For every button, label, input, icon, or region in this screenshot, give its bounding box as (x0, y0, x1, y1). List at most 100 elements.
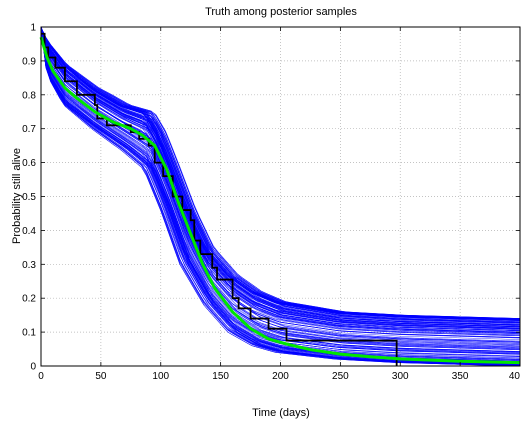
posterior-sample-line (40, 26, 521, 330)
x-tick-label: 100 (152, 371, 169, 382)
posterior-sample-line (40, 26, 520, 327)
posterior-sample-line (40, 26, 521, 366)
x-tick-label: 40 (509, 371, 521, 382)
true-curve-line (39, 36, 521, 365)
posterior-sample-line (40, 26, 521, 367)
x-tick-label: 350 (452, 371, 469, 382)
x-tick-label: 200 (272, 371, 289, 382)
posterior-sample-line (40, 26, 521, 325)
posterior-sample-line (40, 26, 521, 345)
posterior-sample-line (40, 26, 521, 343)
posterior-sample-line (40, 26, 521, 320)
y-tick-label: 0.6 (22, 158, 36, 169)
posterior-sample-line (40, 26, 521, 319)
posterior-sample-line (40, 26, 521, 346)
y-tick-label: 0.9 (22, 56, 36, 67)
posterior-sample-line (40, 26, 520, 320)
y-tick-label: 0.7 (22, 124, 36, 135)
y-axis-ticks: 0 0.1 0.2 0.3 0.4 0.5 0.6 0.7 0.8 0.9 1 (22, 23, 520, 373)
posterior-sample-line (40, 26, 521, 327)
posterior-sample-line (40, 26, 521, 326)
posterior-sample-line (40, 26, 521, 320)
posterior-sample-line (40, 26, 521, 320)
posterior-sample-line (40, 26, 521, 337)
posterior-sample-line (40, 26, 520, 325)
posterior-sample-line (40, 26, 521, 320)
y-tick-label: 0.8 (22, 90, 36, 101)
posterior-sample-line (40, 26, 521, 345)
posterior-sample-line (40, 26, 520, 338)
posterior-sample-line (40, 26, 521, 326)
posterior-sample-line (40, 26, 521, 327)
posterior-sample-line (40, 26, 521, 353)
posterior-sample-line (40, 26, 521, 326)
posterior-sample-line (40, 26, 521, 320)
posterior-samples (40, 26, 521, 367)
posterior-sample-line (40, 26, 521, 324)
posterior-sample-line (40, 26, 521, 350)
posterior-sample-line (40, 26, 520, 320)
posterior-sample-line (40, 26, 521, 348)
posterior-sample-line (40, 26, 521, 361)
posterior-sample-line (40, 26, 521, 336)
posterior-sample-line (40, 26, 521, 320)
posterior-sample-line (40, 26, 521, 326)
posterior-sample-line (40, 26, 521, 328)
x-tick-label: 150 (212, 371, 229, 382)
posterior-sample-line (40, 26, 521, 327)
y-tick-label: 0.3 (22, 260, 36, 271)
posterior-sample-line (40, 26, 521, 355)
chart-title: Truth among posterior samples (205, 6, 357, 18)
posterior-sample-line (40, 26, 521, 326)
posterior-sample-line (40, 26, 520, 319)
posterior-sample-line (40, 26, 521, 322)
posterior-sample-line (40, 26, 521, 328)
y-tick-label: 1 (30, 23, 36, 34)
posterior-sample-line (40, 26, 520, 320)
posterior-sample-line (40, 26, 521, 320)
posterior-sample-line (40, 26, 521, 319)
posterior-sample-line (40, 26, 520, 348)
y-tick-label: 0.4 (22, 226, 36, 237)
y-axis-label: Probability still alive (11, 148, 23, 244)
posterior-sample-line (40, 26, 521, 342)
x-tick-label: 0 (38, 371, 44, 382)
posterior-sample-line (40, 26, 520, 319)
posterior-sample-line (40, 26, 521, 321)
y-tick-label: 0.2 (22, 294, 36, 305)
posterior-sample-line (40, 26, 520, 327)
x-tick-label: 250 (332, 371, 349, 382)
posterior-sample-line (40, 26, 521, 360)
posterior-sample-line (40, 26, 521, 323)
posterior-sample-line (40, 26, 521, 338)
posterior-sample-line (40, 26, 520, 355)
posterior-sample-line (40, 26, 521, 334)
x-axis-ticks: 0 50 100 150 200 250 300 350 40 (38, 27, 520, 382)
posterior-sample-line (40, 26, 521, 319)
posterior-sample-line (40, 26, 520, 328)
posterior-sample-line (40, 26, 521, 320)
posterior-sample-line (40, 26, 521, 320)
posterior-sample-line (40, 26, 520, 327)
posterior-sample-line (40, 26, 520, 320)
y-tick-label: 0 (30, 362, 36, 373)
posterior-sample-line (40, 26, 521, 320)
series-lines (39, 32, 521, 366)
empirical-step-line (41, 32, 398, 366)
y-tick-label: 0.5 (22, 192, 36, 203)
posterior-sample-line (40, 26, 521, 344)
posterior-sample-line (40, 26, 521, 326)
posterior-sample-line (40, 26, 521, 333)
posterior-sample-line (40, 26, 521, 319)
posterior-sample-line (40, 26, 521, 349)
posterior-sample-line (40, 26, 520, 319)
posterior-sample-line (40, 26, 521, 340)
posterior-sample-line (40, 26, 521, 320)
posterior-sample-line (40, 26, 521, 336)
posterior-sample-line (40, 26, 521, 320)
y-tick-label: 0.1 (22, 328, 36, 339)
posterior-sample-line (40, 26, 521, 344)
posterior-sample-line (40, 26, 521, 320)
posterior-sample-line (40, 26, 521, 366)
